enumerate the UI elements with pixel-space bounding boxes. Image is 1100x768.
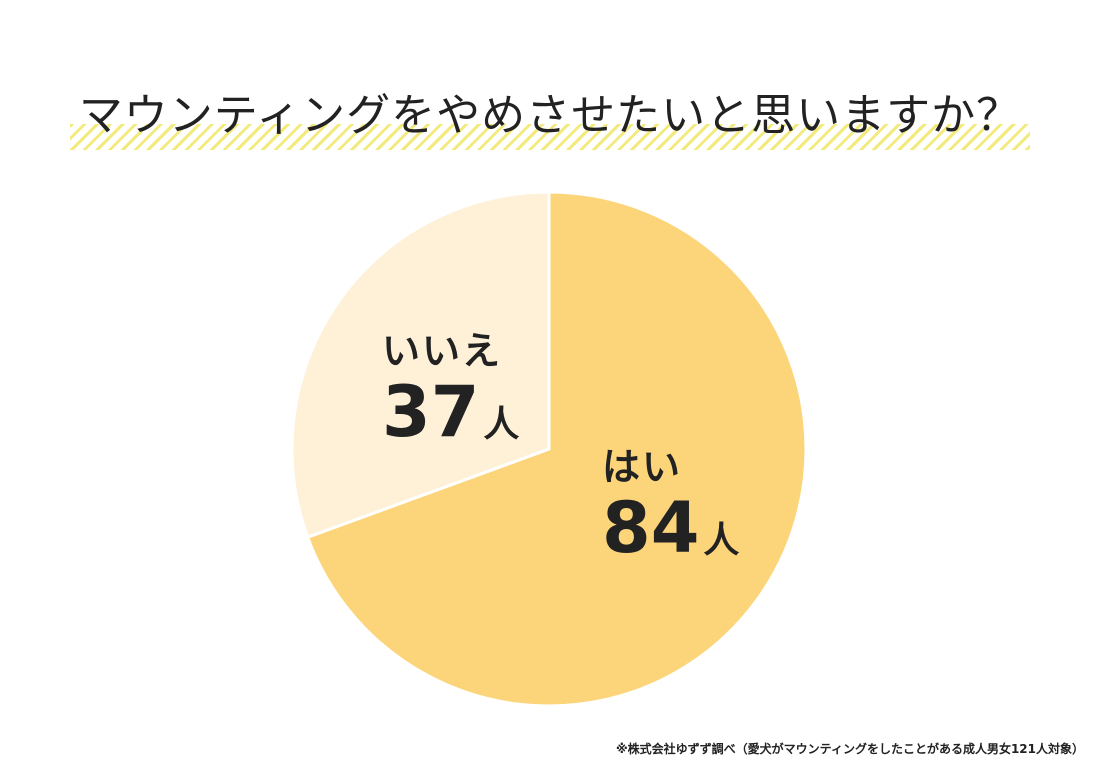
slice-label-no-name: いいえ <box>382 329 503 373</box>
slice-label-no: いいえ 37 人 <box>382 328 519 469</box>
slice-label-yes: はい 84 人 <box>602 444 739 585</box>
slice-label-yes-name: はい <box>602 445 683 489</box>
slice-label-no-value: 37 <box>382 371 480 453</box>
slice-label-yes-count: 84 人 <box>602 490 739 585</box>
footnote: ※株式会社ゆずず調べ（愛犬がマウンティングをしたことがある成人男女121人対象） <box>616 742 1084 756</box>
slice-label-no-unit: 人 <box>483 404 520 445</box>
title-underline-stripes <box>70 124 1030 150</box>
pie-slice-no <box>290 190 551 539</box>
slice-label-yes-value: 84 <box>602 487 700 569</box>
title-area: マウンティングをやめさせたいと思いますか？ <box>70 80 1030 160</box>
chart-title: マウンティングをやめさせたいと思いますか？ <box>78 90 1022 141</box>
slice-label-yes-unit: 人 <box>703 520 740 561</box>
slice-label-no-count: 37 人 <box>382 374 519 469</box>
pie-slice-yes <box>306 190 808 708</box>
